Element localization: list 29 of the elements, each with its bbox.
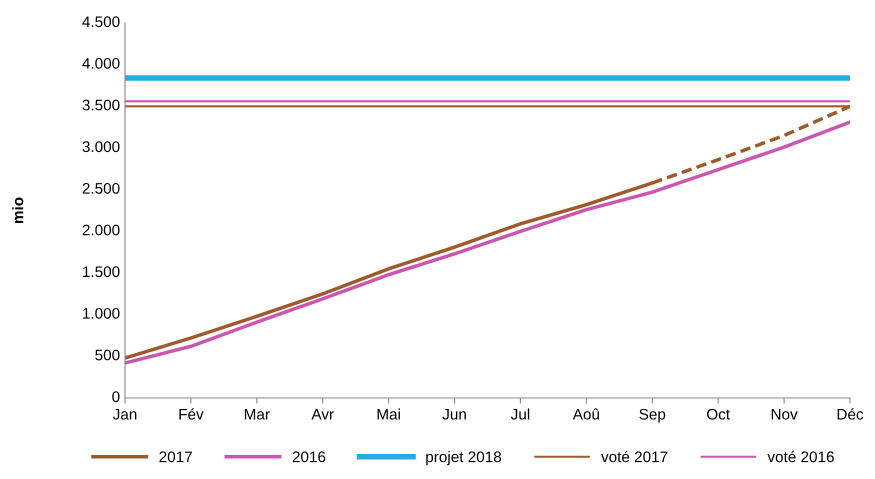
legend-label: 2016 <box>292 451 326 462</box>
x-tick-label: Jun <box>442 408 466 420</box>
y-tick-label: 2.500 <box>82 182 120 194</box>
x-tick-label: Déc <box>838 408 864 420</box>
line-series <box>125 120 850 365</box>
x-tick-label: Jul <box>510 408 530 420</box>
y-tick-label: 1.500 <box>83 266 120 278</box>
x-tick-label: Aoû <box>572 408 599 420</box>
x-tick-label: Nov <box>772 408 798 420</box>
y-tick-label: 1.000 <box>83 308 120 319</box>
y-tick-label: 4.000 <box>82 58 120 69</box>
y-tick-label: 2.000 <box>82 224 120 236</box>
y-tick-label: 4.500 <box>82 16 120 28</box>
legend-label: voté 2017 <box>601 450 668 462</box>
x-tick-label: Jan <box>112 408 136 420</box>
x-tick-label: Avr <box>311 408 334 420</box>
legend-label: voté 2016 <box>767 450 834 462</box>
y-tick-label: 3.500 <box>82 100 120 110</box>
x-tick-label: Mar <box>244 408 270 420</box>
legend-label: projet 2018 <box>426 451 502 466</box>
x-tick-label: Mai <box>378 408 400 420</box>
x-tick-label: Fév <box>179 408 204 420</box>
y-tick-label: 0 <box>112 391 120 402</box>
x-tick-label: Oct <box>707 408 730 420</box>
y-tick-label: 500 <box>95 350 120 360</box>
y-axis-title: mio <box>12 198 24 224</box>
legend-label: 2017 <box>159 451 192 462</box>
y-tick-label: 3.000 <box>82 141 120 152</box>
x-tick-label: Sep <box>639 408 666 423</box>
